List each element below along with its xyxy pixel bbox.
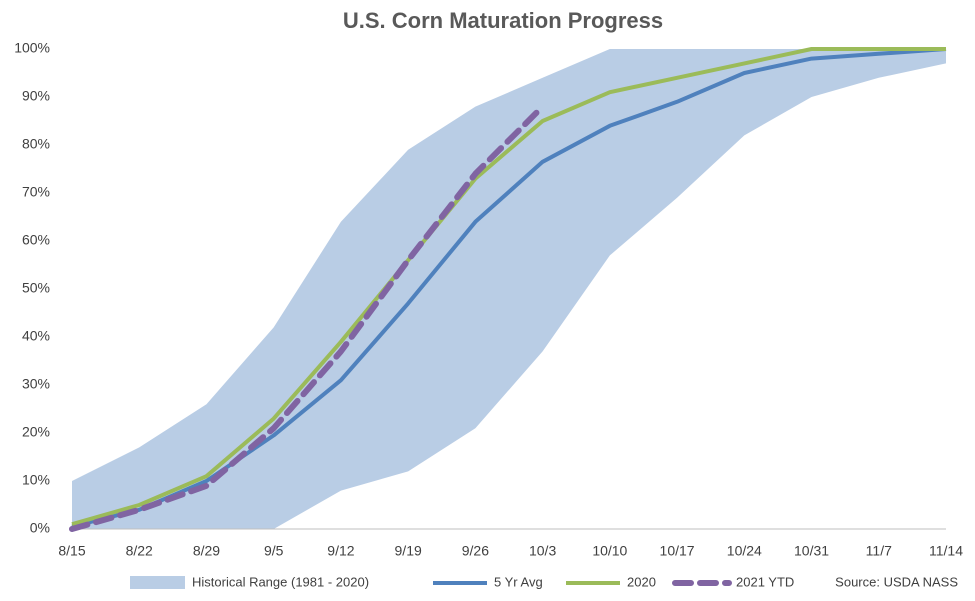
x-tick-label: 9/5 bbox=[264, 543, 284, 559]
historical-range bbox=[72, 49, 946, 529]
x-tick-label: 10/3 bbox=[529, 543, 556, 559]
y-tick-label: 50% bbox=[22, 280, 50, 296]
x-tick-label: 8/15 bbox=[58, 543, 85, 559]
y-tick-label: 80% bbox=[22, 136, 50, 152]
x-tick-label: 9/26 bbox=[462, 543, 489, 559]
series-line bbox=[71, 47, 946, 527]
x-tick-label: 10/10 bbox=[592, 543, 627, 559]
y-tick-label: 20% bbox=[22, 424, 50, 440]
y-tick-label: 60% bbox=[22, 232, 50, 248]
y-tick-label: 90% bbox=[22, 88, 50, 104]
source-note: Source: USDA NASS bbox=[835, 574, 958, 589]
legend-label: 5 Yr Avg bbox=[494, 574, 543, 589]
y-tick-label: 30% bbox=[22, 376, 50, 392]
legend-swatch bbox=[130, 576, 185, 589]
y-tick-label: 70% bbox=[22, 184, 50, 200]
x-tick-label: 10/31 bbox=[794, 543, 829, 559]
x-tick-label: 11/14 bbox=[929, 543, 963, 559]
x-tick-label: 9/19 bbox=[395, 543, 422, 559]
y-tick-label: 0% bbox=[30, 520, 50, 536]
legend-label: 2021 YTD bbox=[736, 574, 794, 589]
x-tick-label: 11/7 bbox=[866, 543, 892, 559]
x-tick-label: 10/24 bbox=[727, 543, 762, 559]
x-tick-label: 8/29 bbox=[193, 543, 220, 559]
series-line bbox=[69, 103, 546, 532]
legend-label: 2020 bbox=[627, 574, 656, 589]
y-tick-label: 10% bbox=[22, 472, 50, 488]
x-tick-label: 8/22 bbox=[126, 543, 153, 559]
chart-title: U.S. Corn Maturation Progress bbox=[343, 8, 663, 33]
y-tick-label: 40% bbox=[22, 328, 50, 344]
x-tick-label: 9/12 bbox=[327, 543, 354, 559]
legend-label: Historical Range (1981 - 2020) bbox=[192, 574, 369, 589]
y-tick-label: 100% bbox=[14, 40, 50, 56]
x-tick-label: 10/17 bbox=[660, 543, 695, 559]
